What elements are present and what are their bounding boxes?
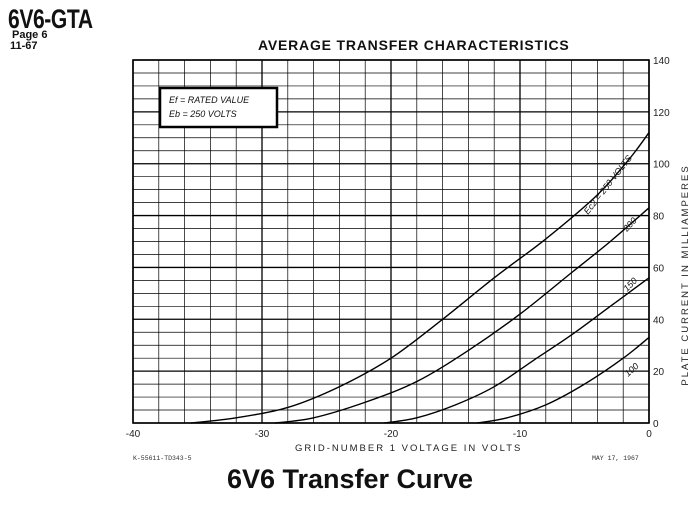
legend-line-1: Ef = RATED VALUE (169, 95, 250, 105)
series-line-2 (274, 207, 650, 424)
x-axis-label: GRID-NUMBER 1 VOLTAGE IN VOLTS (295, 443, 522, 454)
y-tick-label: 140 (653, 56, 670, 67)
issue-date: MAY 17, 1967 (592, 455, 639, 462)
y-tick-label: 100 (653, 160, 670, 171)
y-tick-label: 80 (653, 212, 665, 223)
y-tick-label: 0 (653, 419, 659, 430)
x-tick-label: -40 (126, 429, 141, 440)
tube-type: 6V6-GTA (8, 4, 93, 34)
drawing-number: K-55611-TD343-5 (133, 455, 192, 462)
series-label-3: 150 (621, 276, 639, 294)
x-tick-label: 0 (646, 429, 652, 440)
y-tick-label: 40 (653, 315, 665, 326)
page-number: Page 6 (12, 29, 48, 41)
x-tick-label: -30 (255, 429, 270, 440)
legend-line-2: Eb = 250 VOLTS (169, 109, 237, 119)
plot-frame (132, 59, 650, 424)
y-tick-label: 60 (653, 263, 665, 274)
x-tick-label: -20 (384, 429, 399, 440)
series-label-1: Ec2 = 250 VOLTS (582, 153, 634, 216)
x-tick-label: -10 (513, 429, 528, 440)
series-line-3 (384, 277, 650, 424)
date-code: 11-67 (10, 40, 38, 52)
y-axis-label: PLATE CURRENT IN MILLIAMPERES (680, 164, 691, 385)
tick-labels: -40 -30 -20 -10 00 20 40 60 80 100 120 140 (126, 56, 670, 440)
y-tick-label: 120 (653, 108, 670, 119)
series-line-4 (477, 336, 650, 424)
series-label-4: 100 (623, 361, 641, 378)
caption: 6V6 Transfer Curve (226, 464, 474, 494)
legend-box: Ef = RATED VALUE Eb = 250 VOLTS (158, 86, 279, 129)
series-line-1 (190, 132, 650, 424)
chart-title: AVERAGE TRANSFER CHARACTERISTICS (258, 37, 570, 53)
y-tick-label: 20 (653, 367, 665, 378)
